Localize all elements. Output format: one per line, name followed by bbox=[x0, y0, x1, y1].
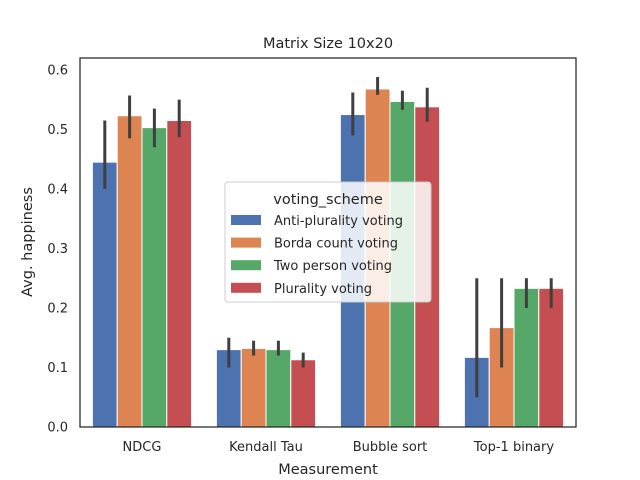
bar bbox=[538, 287, 565, 428]
x-axis-ticks: NDCG Kendall Tau Bubble sort Top-1 binary bbox=[123, 440, 555, 455]
error-bars-group bbox=[103, 77, 553, 398]
y-axis-ticks: 0.0 0.1 0.2 0.3 0.4 0.5 0.6 bbox=[47, 63, 68, 435]
bar bbox=[290, 359, 317, 428]
y-tick-label: 0.5 bbox=[47, 123, 68, 138]
bar bbox=[116, 115, 143, 428]
x-axis-label: Measurement bbox=[278, 462, 378, 478]
legend-label: Two person voting bbox=[273, 259, 392, 274]
bar bbox=[141, 127, 168, 428]
plot-frame bbox=[79, 57, 577, 428]
bar bbox=[91, 161, 118, 428]
x-tick-label: Bubble sort bbox=[353, 440, 428, 455]
chart-title: Matrix Size 10x20 bbox=[263, 36, 393, 52]
legend-label: Anti-plurality voting bbox=[274, 214, 403, 229]
y-tick-label: 0.0 bbox=[47, 421, 68, 436]
y-tick-label: 0.3 bbox=[47, 242, 68, 257]
y-tick-label: 0.6 bbox=[47, 63, 68, 78]
legend-swatch bbox=[231, 215, 261, 225]
legend-swatch bbox=[231, 282, 261, 293]
x-tick-label: NDCG bbox=[123, 440, 162, 455]
legend-swatch bbox=[231, 237, 261, 248]
x-tick-label: Top-1 binary bbox=[473, 440, 554, 455]
y-tick-label: 0.2 bbox=[47, 301, 68, 316]
x-tick-label: Kendall Tau bbox=[229, 440, 303, 455]
bar bbox=[166, 119, 193, 428]
legend-label: Plurality voting bbox=[274, 282, 372, 297]
bar bbox=[265, 349, 292, 428]
legend-box bbox=[224, 181, 432, 303]
bar bbox=[240, 347, 267, 428]
legend-label: Borda count voting bbox=[274, 237, 398, 252]
legend-swatch bbox=[231, 260, 261, 271]
y-tick-label: 0.1 bbox=[47, 361, 68, 376]
y-axis-label: Avg. happiness bbox=[20, 187, 36, 297]
legend-title: voting_scheme bbox=[273, 192, 383, 208]
bar bbox=[513, 287, 540, 428]
legend-items: Anti-plurality voting Borda count voting T… bbox=[231, 214, 403, 297]
legend: voting_scheme Anti-plurality voting Borda… bbox=[224, 181, 432, 303]
y-tick-label: 0.4 bbox=[47, 182, 68, 197]
